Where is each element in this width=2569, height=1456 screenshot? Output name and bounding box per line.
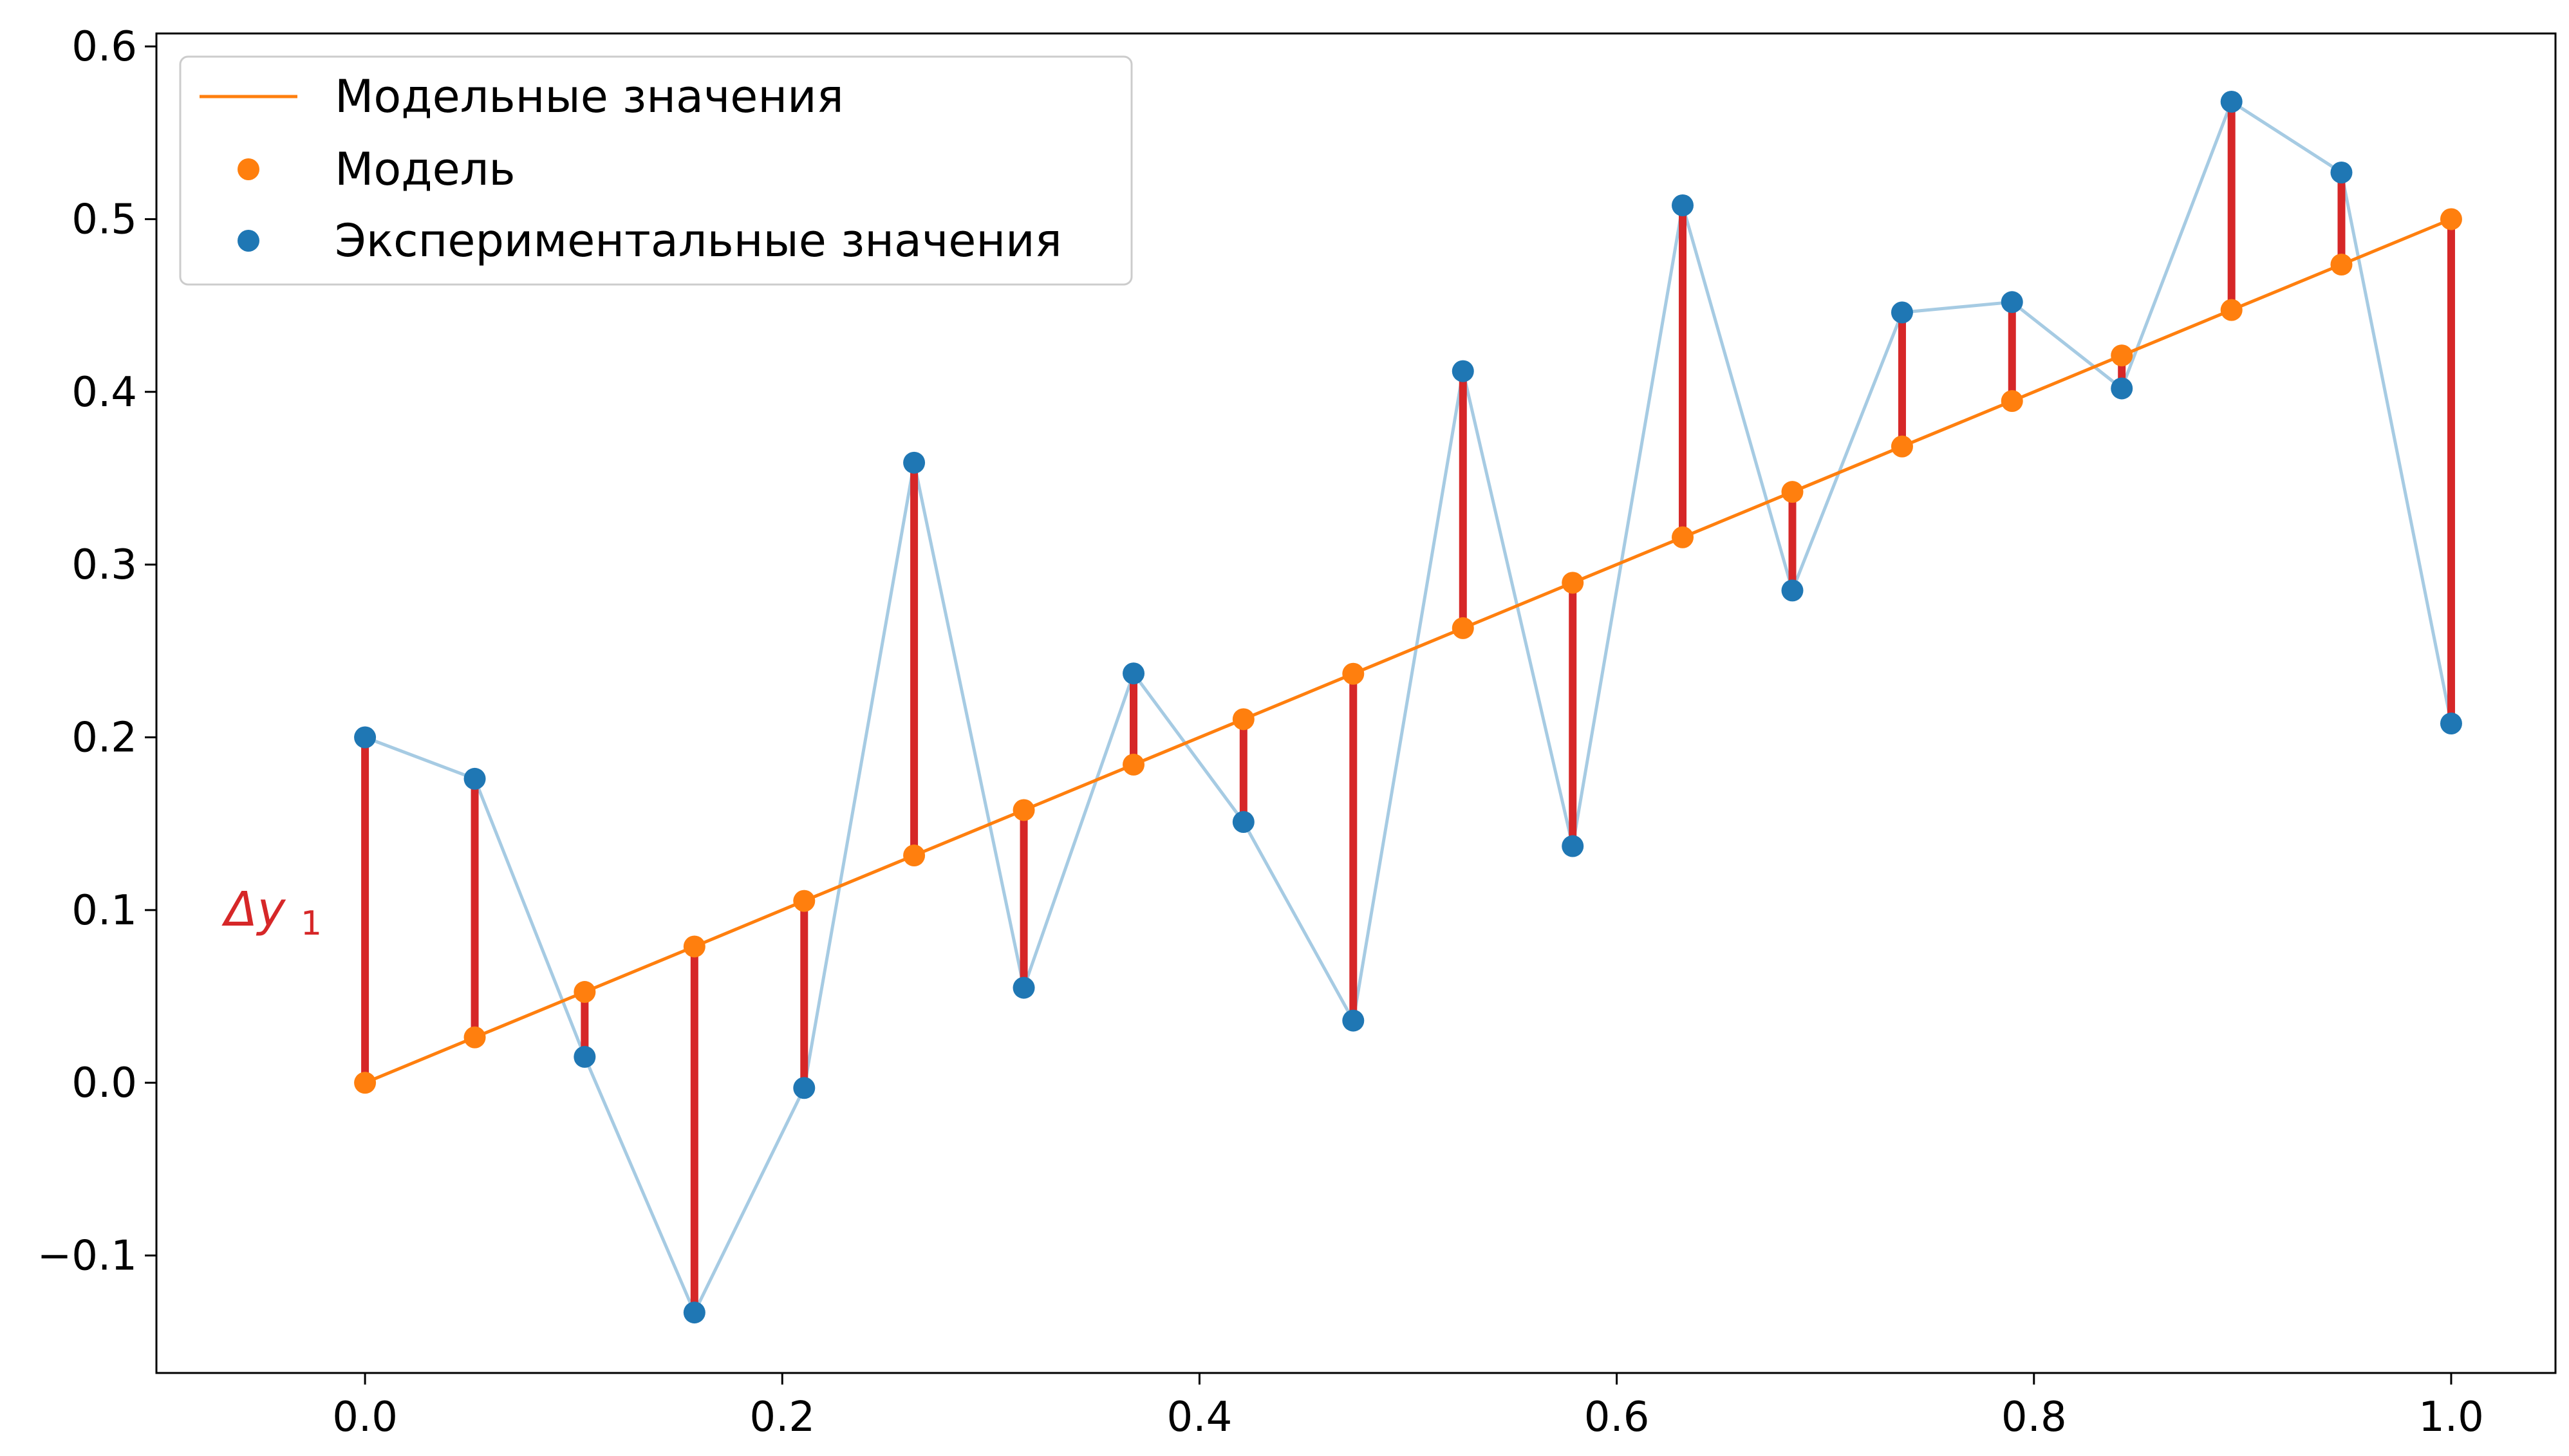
experimental-point	[1232, 810, 1255, 833]
y-tick-label: 0.3	[71, 541, 137, 589]
y-axis-ticks: −0.1 0.0 0.1 0.2 0.3 0.4 0.5 0.6	[37, 23, 156, 1280]
experimental-point	[354, 726, 377, 749]
model-point	[1672, 526, 1694, 548]
model-point	[1452, 617, 1474, 639]
experimental-points	[354, 90, 2462, 1324]
x-tick-label: 0.2	[749, 1394, 815, 1441]
residual-segments	[361, 101, 2455, 1313]
experimental-point	[1562, 835, 1584, 857]
plot-frame	[155, 32, 2557, 1374]
experimental-point	[1013, 976, 1035, 999]
y-tick-label: 0.4	[71, 369, 137, 416]
model-point	[2440, 208, 2462, 230]
experimental-point	[903, 451, 926, 474]
model-point	[354, 1072, 377, 1094]
y-tick-label: 0.6	[71, 23, 137, 71]
y-tick-label: 0.0	[71, 1059, 137, 1107]
model-point	[683, 935, 705, 958]
y-tick-label: 0.1	[71, 887, 137, 935]
model-point	[463, 1026, 486, 1049]
x-tick-label: 0.0	[332, 1394, 398, 1441]
y-tick-label: 0.5	[71, 196, 137, 243]
experimental-point	[463, 767, 486, 790]
model-point	[793, 890, 816, 912]
model-point	[2111, 344, 2133, 367]
model-point	[1562, 572, 1584, 594]
experimental-point	[793, 1077, 816, 1099]
experimental-point	[1452, 360, 1474, 382]
experimental-point	[2440, 713, 2462, 735]
x-tick-label: 0.4	[1167, 1394, 1233, 1441]
experimental-point	[1342, 1009, 1365, 1032]
experimental-point	[1891, 301, 1913, 324]
x-tick-label: 1.0	[2418, 1394, 2484, 1441]
model-point	[2330, 254, 2353, 276]
x-tick-label: 0.8	[2001, 1394, 2067, 1441]
legend-label-model-values: Модельные значения	[335, 70, 844, 123]
model-point	[2220, 299, 2243, 321]
experimental-line	[364, 99, 2453, 1317]
model-points	[354, 208, 2462, 1094]
legend: Модельные значения Модель Эксперименталь…	[179, 55, 1133, 286]
experimental-point	[574, 1045, 596, 1068]
legend-experimental-marker	[238, 230, 259, 252]
delta-y-annotation-subscript: 1	[301, 904, 322, 943]
experimental-point	[1123, 662, 1145, 685]
model-point	[2001, 390, 2023, 413]
model-point	[574, 981, 596, 1003]
legend-label-model: Модель	[335, 143, 516, 196]
legend-label-experimental: Экспериментальные значения	[335, 214, 1062, 267]
model-point	[1342, 662, 1365, 685]
experimental-point	[2111, 377, 2133, 400]
model-point	[1781, 481, 1804, 503]
experimental-point	[2330, 162, 2353, 184]
experimental-point	[1672, 194, 1694, 217]
model-line	[364, 218, 2452, 1085]
model-point	[903, 845, 926, 867]
model-values-line	[364, 218, 2452, 1085]
experimental-point	[683, 1302, 705, 1324]
model-point	[1013, 799, 1035, 821]
legend-box	[179, 55, 1133, 286]
model-point	[1232, 708, 1255, 731]
legend-model-marker	[238, 158, 259, 180]
y-tick-label: 0.2	[71, 714, 137, 761]
x-tick-label: 0.6	[1584, 1394, 1650, 1441]
x-axis-ticks: 0.0 0.2 0.4 0.6 0.8 1.0	[332, 1373, 2484, 1441]
experimental-point	[2001, 291, 2023, 313]
experimental-point	[2220, 90, 2243, 113]
delta-y-annotation-text: Δy	[221, 882, 286, 937]
model-point	[1891, 435, 1913, 458]
experimental-connecting-line	[364, 99, 2453, 1317]
experimental-point	[1781, 579, 1804, 602]
y-tick-label: −0.1	[37, 1233, 137, 1280]
model-point	[1123, 753, 1145, 776]
delta-y-annotation: Δy 1	[221, 882, 322, 943]
